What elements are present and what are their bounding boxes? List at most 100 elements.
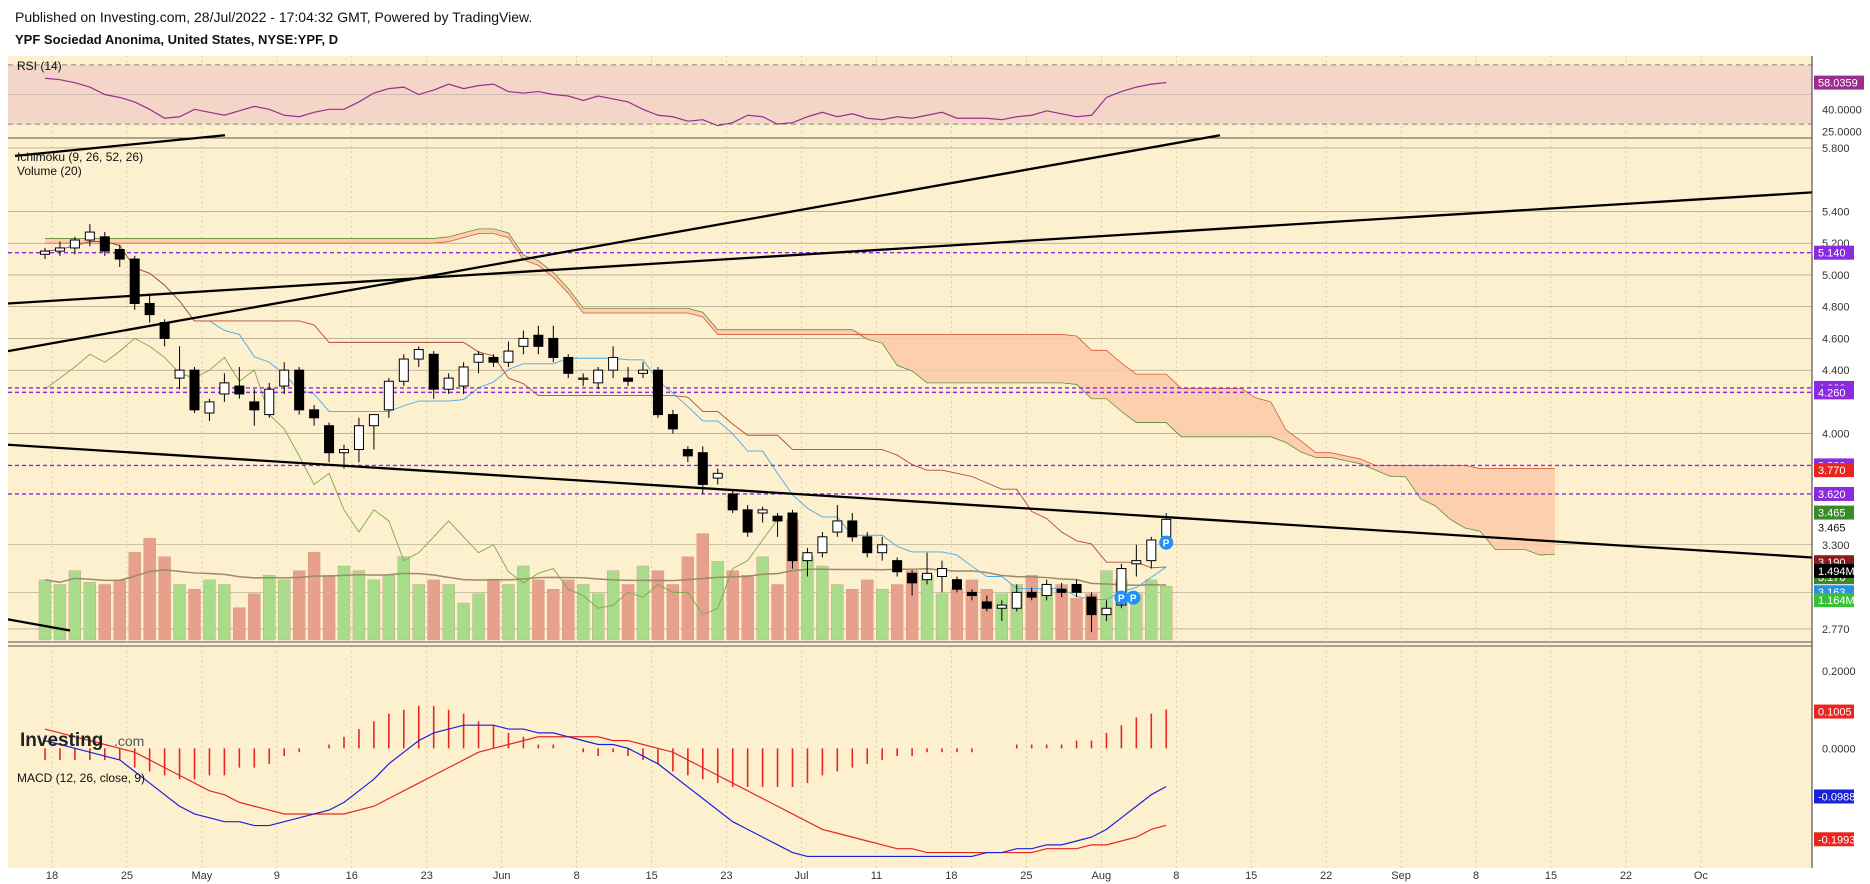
volume-bar [711,561,724,641]
price-badge: 4.260 [1814,385,1854,400]
candle-body [1071,583,1082,593]
x-tick-label: 23 [421,870,433,882]
candle-body [368,414,379,427]
volume-bar [891,584,904,641]
candle-body [204,401,215,414]
price-badge-text: 3.620 [1818,489,1846,501]
price-badge-text: 5.140 [1818,248,1846,260]
candle-body [802,552,813,562]
pivot-marker [1114,590,1129,605]
price-badge-bg [1814,486,1854,501]
candle-body [189,369,200,411]
trend-line [7,443,1813,559]
price-badge-text: 3.465 [1818,508,1846,520]
volume-bar [442,584,455,641]
price-badge-bg [1814,593,1854,608]
volume-bar [592,593,605,641]
candle-body [817,536,828,554]
candle-body [353,425,364,451]
candle-body [981,601,992,609]
candle-body [40,250,50,255]
macd-signal-badge-bg [1814,832,1854,847]
pivot-marker [1126,590,1141,605]
x-tick-label: 22 [1320,870,1332,882]
pivot-marker-label: P [1130,594,1137,605]
candle-body [682,449,693,457]
rsi-badge-text: 58.0359 [1818,78,1858,90]
price-badge: 3.770 [1814,463,1854,478]
volume-bar [831,584,844,641]
candle-body [608,356,619,371]
macd-badge: -0.0988 [1814,789,1855,804]
volume-bar [173,584,186,641]
volume-bar [128,551,141,641]
candle-body [667,414,678,430]
volume-bar [397,556,410,641]
volume-bar [248,593,261,641]
volume-bar [337,565,351,641]
candle-body [309,409,320,419]
price-badge-text: 3.465 [1818,523,1846,535]
x-tick-label: 8 [574,870,580,882]
candle-body [787,512,798,562]
candle-body [862,536,873,554]
price-badge: 1.494M [1814,563,1855,578]
y-tick-label: 5.800 [1822,143,1850,155]
candle-body [473,353,484,363]
x-tick-label: 25 [1020,870,1032,882]
volume-bar [1145,579,1158,641]
x-tick-label: 8 [1473,870,1479,882]
price-badge-bg [1814,385,1854,400]
x-tick-label: 15 [1545,870,1557,882]
candle-body [937,568,947,578]
price-badge-text: 4.260 [1818,387,1846,399]
price-badge-text: 1.164M [1818,595,1855,607]
candle-body [1086,596,1097,616]
candle-body [951,579,962,590]
candle-body [638,369,648,374]
volume-bar [636,565,650,641]
volume-bar [203,579,216,641]
candle-body [652,369,663,416]
price-chart[interactable]: PPP 18 25 May 9 16 23 Jun 8 15 23 Jul 11 18 25 Aug 8 15 2… [0,56,1870,884]
candle-body [742,509,753,533]
candlesticks: PPP [40,224,1174,633]
volume-bar [965,579,979,641]
volume-bar [233,607,246,641]
volume-bar [143,538,156,641]
trend-lines [7,134,1813,632]
x-tick-label: Jul [794,870,808,882]
volume-bar [756,556,769,641]
volume-bar [457,602,470,641]
macd-signal-badge-text: -0.1993 [1818,834,1855,846]
rsi-badge-bg [1814,75,1864,90]
tenkan-line [44,241,1167,600]
volume-bar [307,551,321,641]
pivot-marker-label: P [1163,539,1170,550]
candle-body [264,388,275,416]
volume-bar [367,579,381,641]
volume-bar [113,579,126,641]
candle-body [159,322,170,339]
volume-bar [726,570,739,641]
candle-body [428,353,439,390]
candle-body [144,302,155,316]
investing-logo: Investing .com [20,730,144,751]
trend-line [14,134,226,158]
price-badge-bg [1814,463,1854,478]
volume-bar [681,556,694,641]
macd-tick-label: 0.0000 [1822,743,1856,755]
candle-body [563,356,574,374]
rsi-tick-label: 40.0000 [1822,104,1862,116]
candle-body [1131,560,1142,565]
volume-bar [53,584,67,641]
candle-body [114,249,125,260]
macd-pane [44,705,1168,858]
candle-body [712,472,723,479]
volume-bar [861,579,874,641]
volume-bar [472,593,485,641]
trend-line [7,134,1221,353]
candle-body [1026,591,1037,598]
candle-body [1101,607,1112,616]
volume-bar [487,579,500,641]
